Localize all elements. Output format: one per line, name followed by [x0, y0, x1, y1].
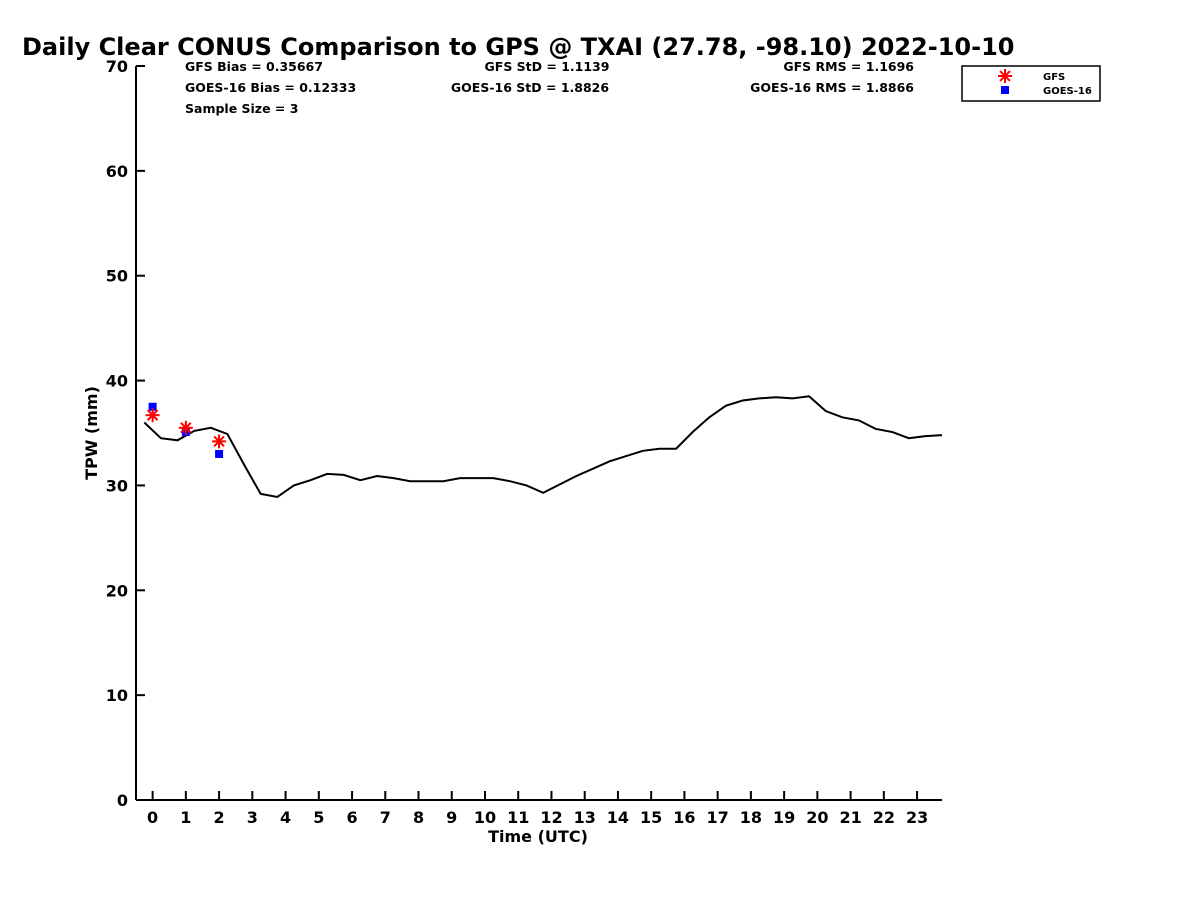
y-tick-label: 0: [117, 791, 128, 810]
x-tick-label: 18: [740, 808, 762, 827]
y-tick-label: 30: [106, 476, 128, 495]
x-tick-label: 5: [313, 808, 324, 827]
y-tick-label: 70: [106, 57, 128, 76]
x-tick-label: 8: [413, 808, 424, 827]
legend-box: [961, 65, 1101, 102]
legend-gfs-star: [998, 69, 1012, 83]
legend-label-gfs: GFS: [1043, 72, 1065, 83]
x-axis-label: Time (UTC): [488, 827, 588, 846]
x-tick-label: 10: [474, 808, 496, 827]
legend-goes-square-marker: [1001, 86, 1009, 94]
goes-16-point: [215, 449, 224, 458]
gfs-point-stroke: [180, 422, 192, 434]
gfs-std-text: GFS StD = 1.1139: [485, 59, 610, 74]
y-axis-label: TPW (mm): [82, 386, 101, 480]
x-tick-label: 7: [380, 808, 391, 827]
plot-area: [143, 395, 943, 499]
x-tick-label: 14: [607, 808, 629, 827]
x-tick-label: 0: [147, 808, 158, 827]
gfs-point: [145, 408, 160, 423]
x-tick-label: 19: [773, 808, 795, 827]
y-tick-label: 10: [106, 686, 128, 705]
gfs-rms-text: GFS RMS = 1.1696: [783, 59, 914, 74]
legend-gfs-star-stroke: [999, 70, 1011, 82]
y-tick-label: 50: [106, 267, 128, 286]
x-tick-label: 21: [839, 808, 861, 827]
x-tick-label: 1: [180, 808, 191, 827]
x-tick-label: 20: [806, 808, 828, 827]
x-tick-label: 23: [906, 808, 928, 827]
x-tick-label: 13: [574, 808, 596, 827]
chart-title: Daily Clear CONUS Comparison to GPS @ TX…: [22, 33, 1014, 61]
x-tick-label: 12: [540, 808, 562, 827]
gfs-point-stroke: [146, 409, 159, 421]
x-tick-label: 17: [707, 808, 729, 827]
y-tick-label: 20: [106, 581, 128, 600]
sample-size-text: Sample Size = 3: [185, 101, 298, 116]
legend-label-goes: GOES-16: [1043, 86, 1092, 97]
gfs-point: [212, 434, 227, 449]
x-tick-label: 11: [507, 808, 529, 827]
x-tick-label: 6: [346, 808, 357, 827]
x-tick-label: 2: [214, 808, 225, 827]
gps-tpw-line: [143, 395, 943, 499]
x-tick-label: 3: [247, 808, 258, 827]
x-tick-label: 9: [446, 808, 457, 827]
x-tick-label: 15: [640, 808, 662, 827]
goes-rms-text: GOES-16 RMS = 1.8866: [750, 80, 914, 95]
gfs-point: [178, 420, 193, 435]
y-tick-label: 40: [106, 372, 128, 391]
gfs-point-stroke: [213, 435, 225, 448]
x-tick-label: 22: [873, 808, 895, 827]
legend-gfs-star-marker: [998, 69, 1012, 83]
y-tick-label: 60: [106, 162, 128, 181]
goes-std-text: GOES-16 StD = 1.8826: [451, 80, 609, 95]
gfs-bias-text: GFS Bias = 0.35667: [185, 59, 323, 74]
x-tick-label: 16: [673, 808, 695, 827]
goes-16-point: [148, 402, 157, 411]
x-tick-label: 4: [280, 808, 291, 827]
goes-bias-text: GOES-16 Bias = 0.12333: [185, 80, 356, 95]
legend: GFS GOES-16: [961, 65, 1101, 102]
